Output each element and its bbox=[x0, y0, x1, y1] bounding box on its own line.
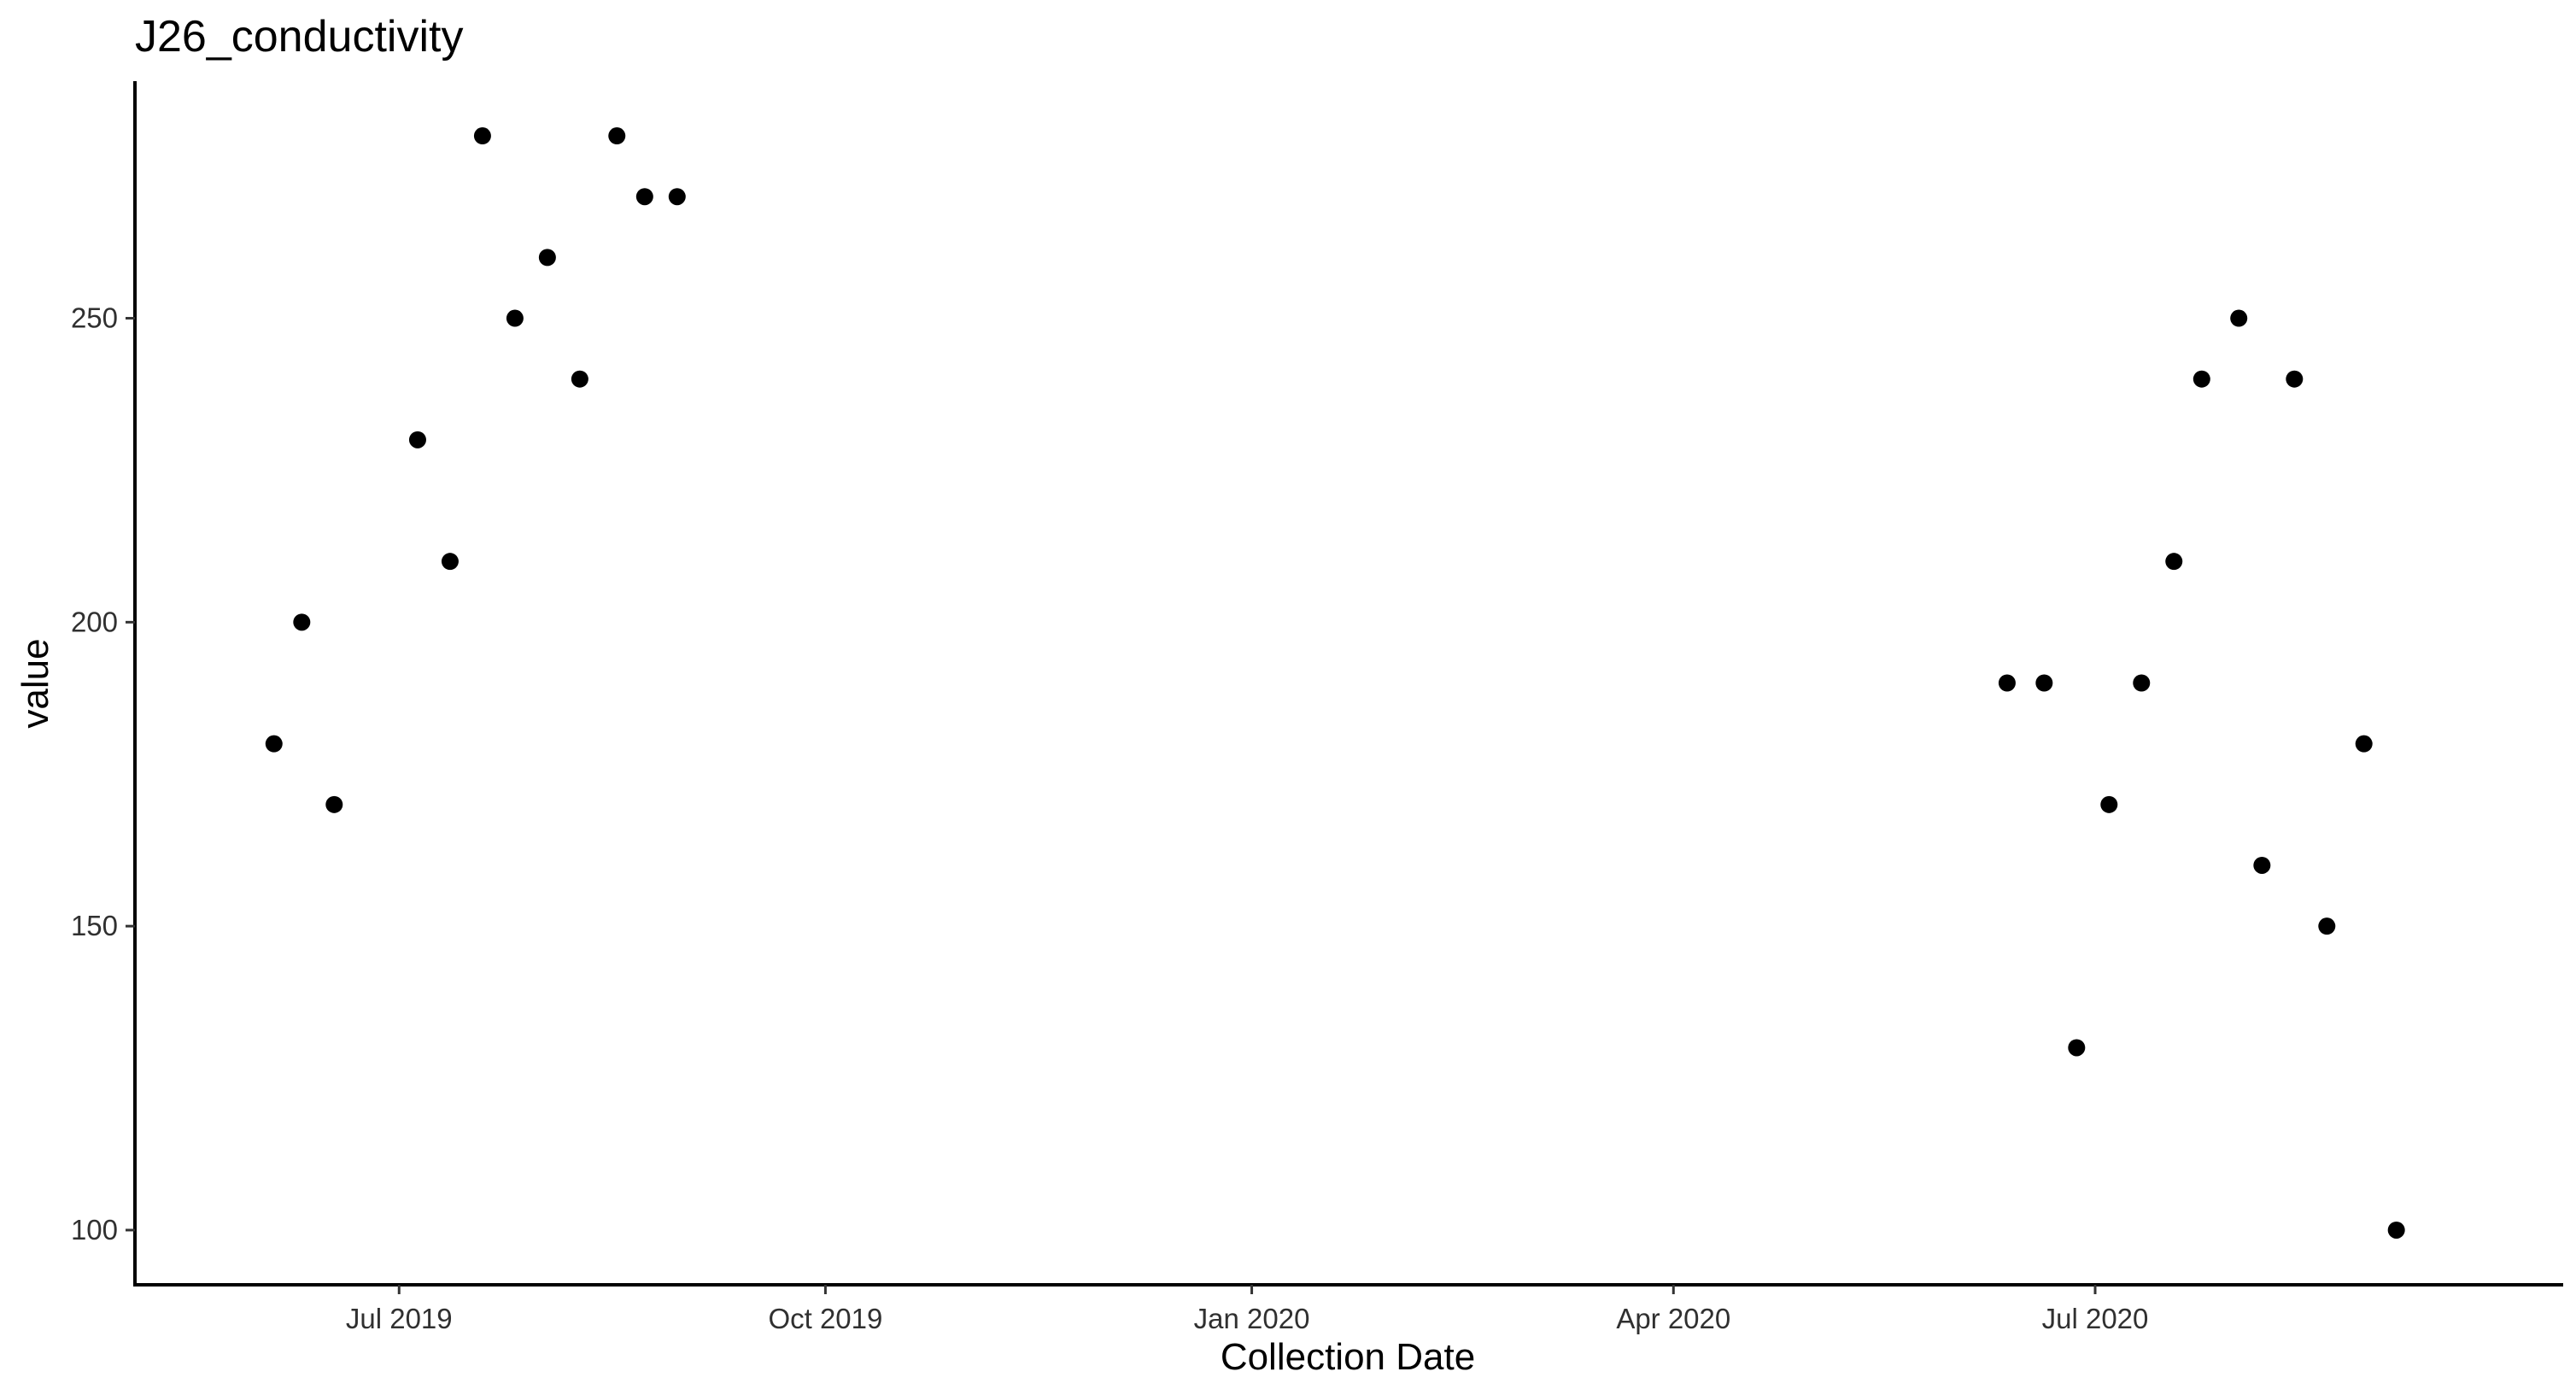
data-point bbox=[441, 553, 459, 571]
y-tick-label: 150 bbox=[71, 910, 118, 941]
x-tick-label: Oct 2019 bbox=[768, 1303, 882, 1334]
x-axis: Jul 2019 Oct 2019 Jan 2020 Apr 2020 Jul 2020 bbox=[133, 1283, 2563, 1334]
data-point bbox=[2193, 370, 2210, 388]
data-point bbox=[293, 613, 311, 631]
data-point bbox=[2355, 735, 2373, 753]
data-point bbox=[2100, 795, 2118, 813]
data-point bbox=[635, 188, 653, 206]
data-point bbox=[265, 735, 283, 753]
data-point bbox=[668, 188, 686, 206]
x-tick-label: Apr 2020 bbox=[1616, 1303, 1730, 1334]
data-point bbox=[1998, 674, 2016, 692]
y-axis: 100 150 200 250 bbox=[71, 81, 137, 1285]
y-axis-title: value bbox=[15, 638, 56, 728]
data-point bbox=[2253, 856, 2271, 874]
data-point bbox=[325, 795, 343, 813]
x-tick-label: Jan 2020 bbox=[1194, 1303, 1310, 1334]
data-point bbox=[2230, 309, 2248, 327]
data-point bbox=[608, 127, 626, 145]
data-point bbox=[2035, 674, 2053, 692]
chart-title: J26_conductivity bbox=[135, 12, 463, 62]
x-tick-label: Jul 2020 bbox=[2042, 1303, 2149, 1334]
x-tick-label: Jul 2019 bbox=[346, 1303, 453, 1334]
data-point bbox=[506, 309, 524, 327]
data-point bbox=[2387, 1221, 2405, 1239]
y-tick-label: 250 bbox=[71, 302, 118, 334]
data-point bbox=[2068, 1039, 2086, 1057]
y-tick-label: 200 bbox=[71, 606, 118, 637]
y-tick-label: 100 bbox=[71, 1214, 118, 1246]
data-point bbox=[2286, 370, 2304, 388]
data-point bbox=[2318, 917, 2336, 935]
data-points bbox=[265, 127, 2405, 1239]
data-point bbox=[2133, 674, 2151, 692]
data-point bbox=[538, 249, 556, 267]
data-point bbox=[2165, 553, 2183, 571]
data-point bbox=[408, 431, 426, 448]
x-axis-title: Collection Date bbox=[1221, 1336, 1475, 1378]
data-point bbox=[571, 370, 588, 388]
data-point bbox=[473, 127, 491, 145]
